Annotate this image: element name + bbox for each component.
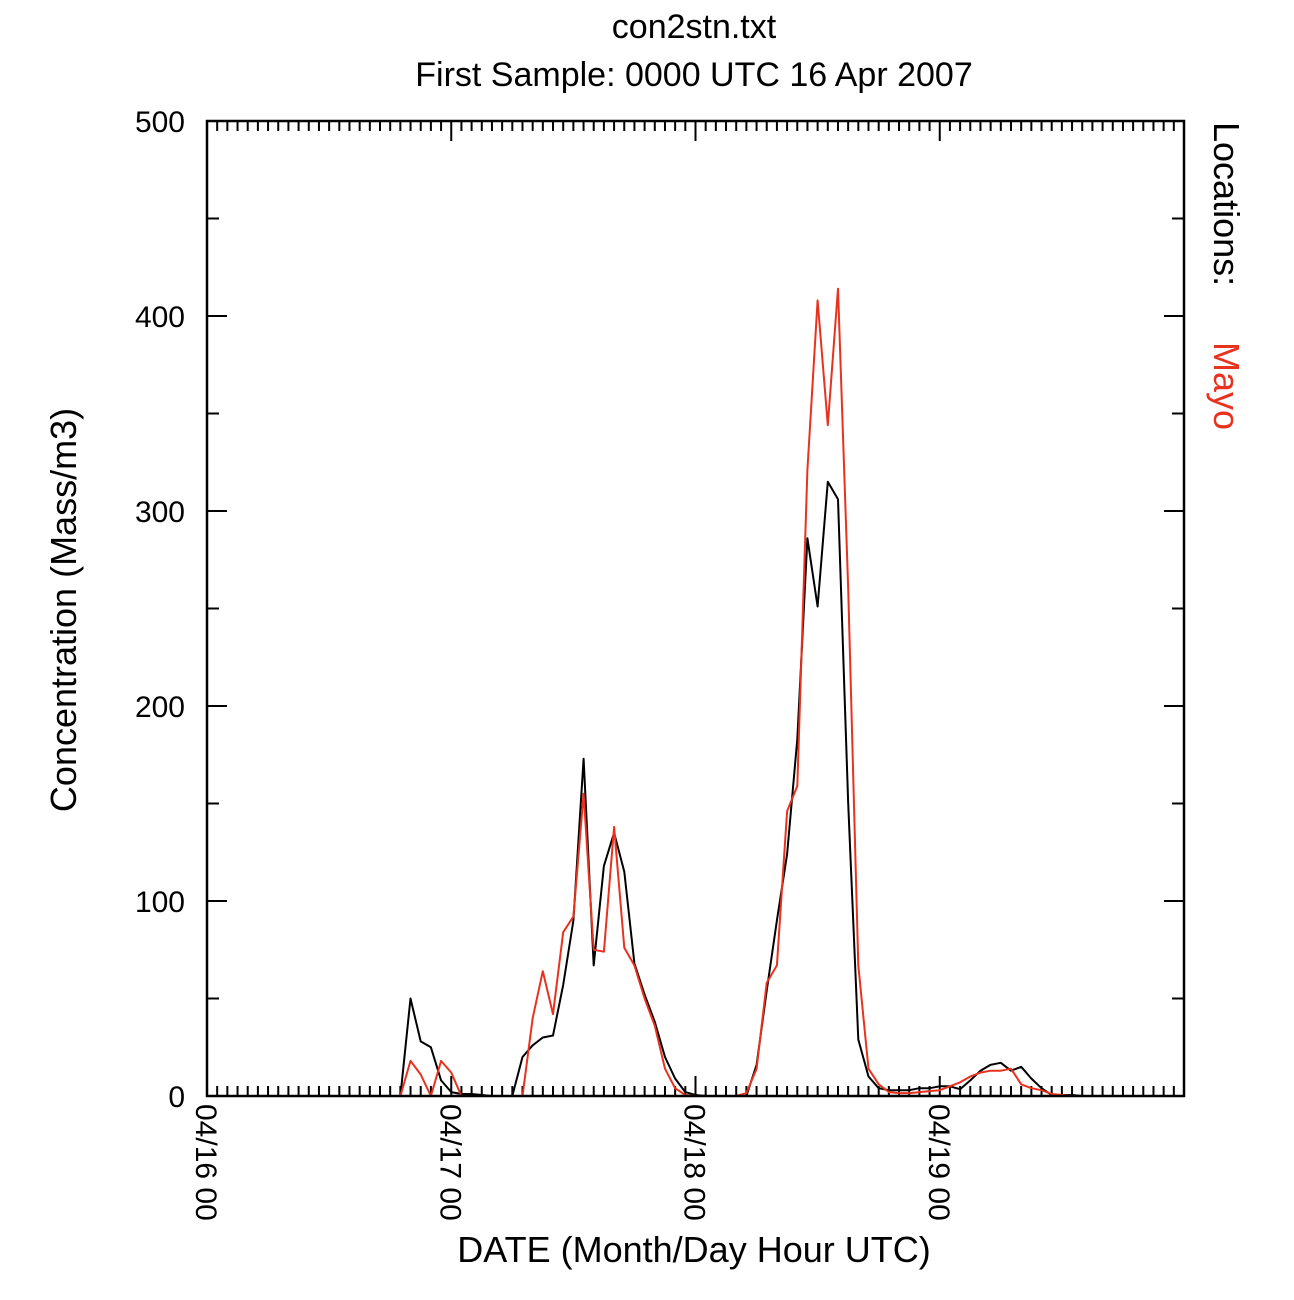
- y-tick-label: 100: [135, 886, 185, 919]
- legend-entry-mayo: Mayo: [1206, 342, 1247, 430]
- axis-ticks: [206, 120, 1185, 1097]
- x-tick-label: 04/17 00: [433, 1104, 466, 1221]
- series-line-black: [207, 480, 1184, 1097]
- y-tick-labels: 0 100 200 300 400 500: [135, 106, 185, 1114]
- y-axis-label: Concentration (Mass/m3): [43, 408, 84, 812]
- legend: Locations: Mayo: [1206, 122, 1247, 430]
- y-tick-label: 500: [135, 106, 185, 139]
- x-tick-label: 04/19 00: [922, 1104, 955, 1221]
- y-tick-label: 300: [135, 496, 185, 529]
- y-tick-label: 200: [135, 691, 185, 724]
- legend-title: Locations:: [1206, 122, 1247, 286]
- series-lines: [207, 287, 1184, 1097]
- x-tick-label: 04/18 00: [678, 1104, 711, 1221]
- chart-subtitle: First Sample: 0000 UTC 16 Apr 2007: [415, 56, 973, 94]
- y-tick-label: 400: [135, 301, 185, 334]
- chart-title: con2stn.txt: [612, 8, 777, 46]
- plot-frame: [205, 119, 1186, 1098]
- y-tick-label: 0: [168, 1081, 185, 1114]
- series-line-mayo: [207, 287, 1184, 1097]
- x-axis-label: DATE (Month/Day Hour UTC): [457, 1229, 930, 1270]
- x-tick-label: 04/16 00: [189, 1104, 222, 1221]
- x-tick-labels: 04/16 00 04/17 00 04/18 00 04/19 00: [189, 1104, 955, 1221]
